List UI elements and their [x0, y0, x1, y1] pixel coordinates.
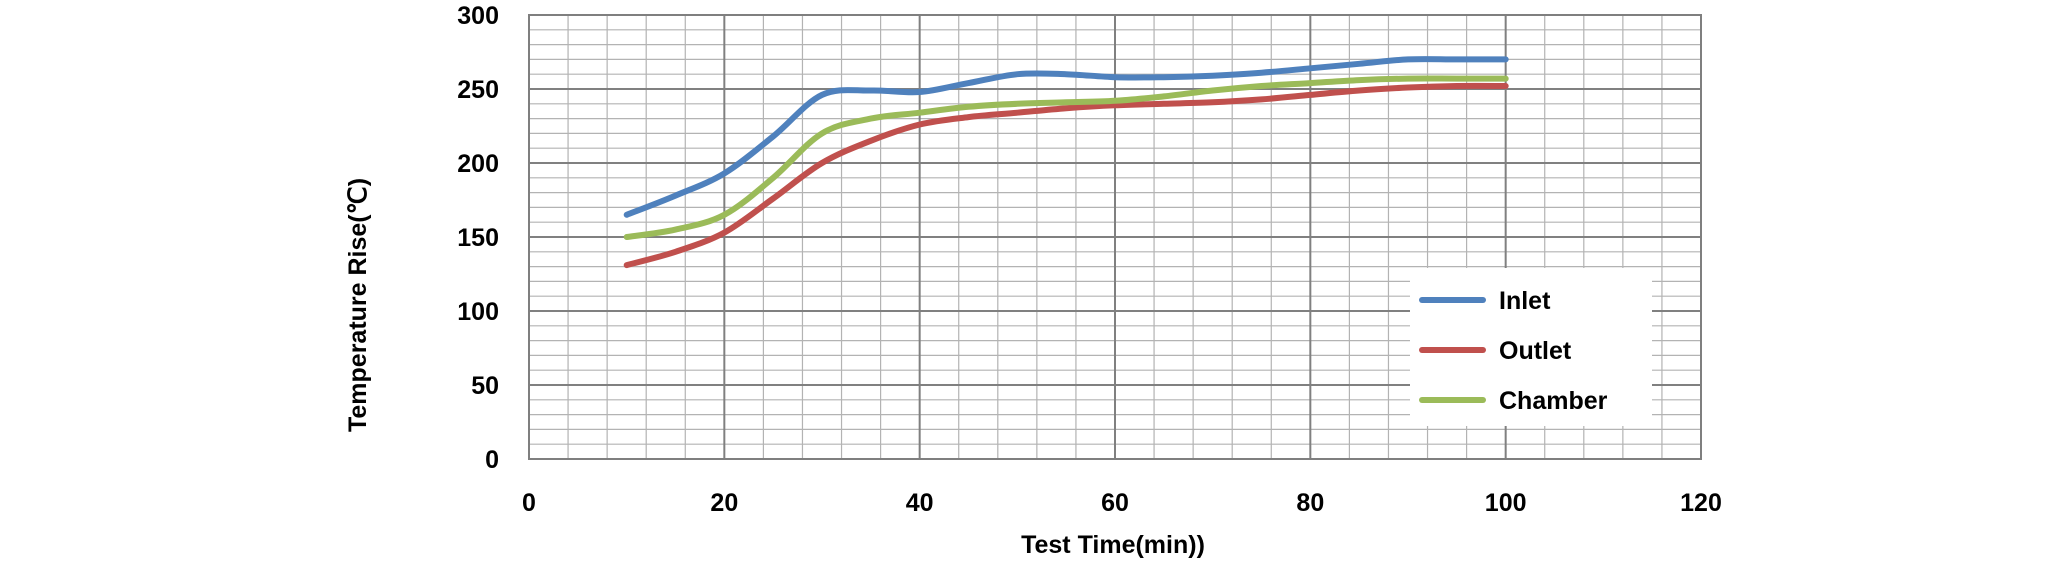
y-tick-label: 250 [457, 76, 499, 104]
x-tick-label: 100 [1485, 489, 1527, 517]
x-axis-tick-labels: 0 20 40 60 80 100 120 [522, 489, 1722, 517]
y-tick-label: 100 [457, 298, 499, 326]
x-tick-label: 0 [522, 489, 536, 517]
series-line-outlet [623, 82, 1509, 269]
y-tick-label: 0 [485, 446, 499, 474]
x-tick-label: 60 [1101, 489, 1129, 517]
series-line-inlet [623, 56, 1509, 218]
series-line-chamber [623, 75, 1509, 240]
y-axis-tick-labels: 0 50 100 150 200 250 300 [457, 2, 499, 474]
plot-area-border [528, 14, 1702, 460]
x-tick-label: 40 [906, 489, 934, 517]
legend-label-inlet: Inlet [1499, 287, 1551, 315]
legend-label-chamber: Chamber [1499, 387, 1608, 415]
x-tick-label: 20 [710, 489, 738, 517]
x-tick-label: 80 [1296, 489, 1324, 517]
x-tick-label: 120 [1680, 489, 1722, 517]
y-tick-label: 200 [457, 150, 499, 178]
y-axis-title: Temperature Rise(℃) [344, 178, 372, 432]
x-axis-title: Test Time(min)) [1021, 531, 1205, 559]
y-tick-label: 50 [471, 372, 499, 400]
legend: Inlet Outlet Chamber [1410, 268, 1652, 426]
series-lines [623, 56, 1509, 269]
y-tick-label: 150 [457, 224, 499, 252]
legend-label-outlet: Outlet [1499, 337, 1572, 365]
y-tick-label: 300 [457, 2, 499, 30]
